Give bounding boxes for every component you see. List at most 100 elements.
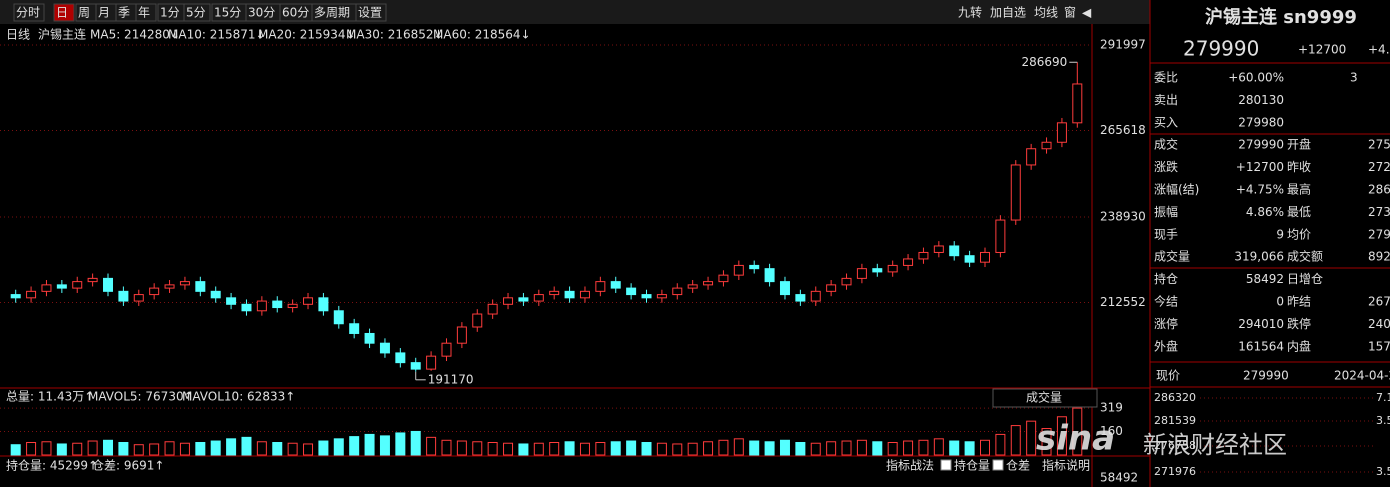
watermark-text: 新浪财经社区	[1143, 431, 1287, 459]
checkbox[interactable]	[940, 459, 952, 471]
volume-bar	[1010, 425, 1021, 456]
mini-price-label: 276758	[1154, 439, 1196, 452]
volume-stat: MAVOL10: 62833↑	[182, 390, 295, 404]
tool-button[interactable]: 九转	[958, 5, 982, 20]
tab-frame[interactable]	[183, 3, 211, 22]
tool-button[interactable]: 均线	[1034, 6, 1058, 20]
quote-label: 成交量	[1154, 249, 1190, 264]
tab[interactable]: 5分	[186, 6, 206, 20]
volume-bar	[841, 440, 852, 456]
candle-body	[26, 290, 37, 299]
candle-body	[503, 297, 514, 305]
tab[interactable]: 季	[118, 6, 130, 20]
quote-title: 沪锡主连 sn9999	[1205, 6, 1357, 28]
volume-bar	[610, 441, 621, 456]
candle-body	[56, 284, 67, 289]
candle-body	[118, 290, 129, 302]
candle-body	[256, 300, 267, 312]
quote-label: 成交	[1154, 137, 1178, 152]
oi-axis-label: 58492	[1100, 471, 1138, 485]
volume-bar	[133, 444, 144, 456]
candle-body	[87, 277, 98, 283]
tab[interactable]: 1分	[160, 6, 180, 20]
mini-price-label: 286320	[1154, 391, 1196, 404]
tool-button[interactable]: ◀	[1082, 6, 1092, 20]
tab-frame[interactable]	[135, 3, 157, 22]
volume-bar	[56, 443, 67, 456]
volume-bar	[718, 439, 729, 456]
now-label: 现价	[1156, 369, 1180, 383]
quote-value: 240	[1368, 317, 1390, 331]
volume-bar	[856, 439, 867, 456]
indicator-button[interactable]: 指标说明	[1042, 458, 1090, 473]
checkbox[interactable]	[992, 459, 1004, 471]
indicator-button[interactable]: 指标战法	[886, 458, 934, 473]
candle-body	[1041, 141, 1052, 150]
candle-body	[472, 313, 483, 328]
candle-body	[72, 281, 83, 289]
candle-body	[918, 251, 929, 260]
quote-value: 0	[1276, 295, 1284, 309]
candle-body	[41, 284, 52, 292]
volume-bar	[779, 439, 790, 456]
candle-body	[887, 264, 898, 273]
now-price: 279990	[1243, 369, 1289, 383]
tab-frame[interactable]	[53, 3, 75, 22]
indicator-select[interactable]	[992, 388, 1098, 408]
tab[interactable]: 设置	[358, 6, 382, 20]
indicator-name[interactable]: 成交量	[1026, 390, 1062, 405]
candle-body	[872, 268, 883, 273]
candle-body	[164, 284, 175, 289]
tab[interactable]: 60分	[282, 6, 309, 20]
volume-bar	[103, 439, 114, 456]
quote-value: 4.86%	[1246, 205, 1284, 219]
candle-body	[903, 258, 914, 266]
tool-button[interactable]: 加自选	[990, 6, 1026, 20]
ma-value: MA20: 215934↓	[258, 28, 356, 42]
volume-stat: MAVOL5: 76730↑	[88, 390, 194, 404]
tab[interactable]: 日	[56, 6, 68, 20]
tab[interactable]: 分时	[16, 6, 40, 20]
watermark-logo: sina	[1036, 419, 1115, 459]
tab[interactable]: 15分	[214, 6, 241, 20]
quote-label: 振幅	[1154, 204, 1178, 219]
candle-body	[672, 287, 683, 296]
volume-bar	[1072, 407, 1083, 456]
volume-bar	[687, 442, 698, 456]
volume-bar	[995, 433, 1006, 456]
candle-body	[703, 281, 714, 286]
candle-body	[395, 352, 406, 364]
volume-bar	[318, 440, 329, 456]
volume-bar	[226, 438, 237, 456]
indicator-button[interactable]: 持仓量	[954, 458, 990, 473]
volume-bar	[626, 440, 637, 456]
volume-bar	[872, 441, 883, 456]
tab-frame[interactable]	[355, 3, 387, 22]
volume-bar	[503, 442, 514, 456]
tool-button[interactable]: 窗	[1064, 6, 1076, 20]
quote-value: 279980	[1238, 115, 1284, 129]
tab[interactable]: 多周期	[314, 6, 350, 20]
mini-pct-label: 3.5	[1376, 465, 1390, 478]
indicator-button[interactable]: 仓差	[1006, 459, 1030, 473]
y-tick-label: 238930	[1100, 210, 1146, 224]
tab[interactable]: 30分	[248, 6, 275, 20]
contract-name: 沪锡主连	[38, 27, 86, 42]
candle-body	[533, 294, 544, 302]
volume-bar	[703, 441, 714, 456]
tab-frame[interactable]	[13, 3, 45, 22]
quote-label: 昨收	[1287, 160, 1311, 174]
tab[interactable]: 周	[78, 6, 90, 20]
candle-body	[272, 300, 283, 309]
volume-bar	[256, 441, 267, 456]
volume-bar	[1041, 428, 1052, 456]
high-annotation: 286690	[1021, 55, 1067, 69]
volume-bar	[1026, 420, 1037, 456]
quote-label: 昨结	[1287, 295, 1311, 309]
tab[interactable]: 月	[98, 6, 110, 20]
tab[interactable]: 年	[138, 6, 150, 20]
candle-body	[779, 281, 790, 296]
candle-body	[1072, 83, 1083, 124]
volume-bar	[733, 438, 744, 456]
